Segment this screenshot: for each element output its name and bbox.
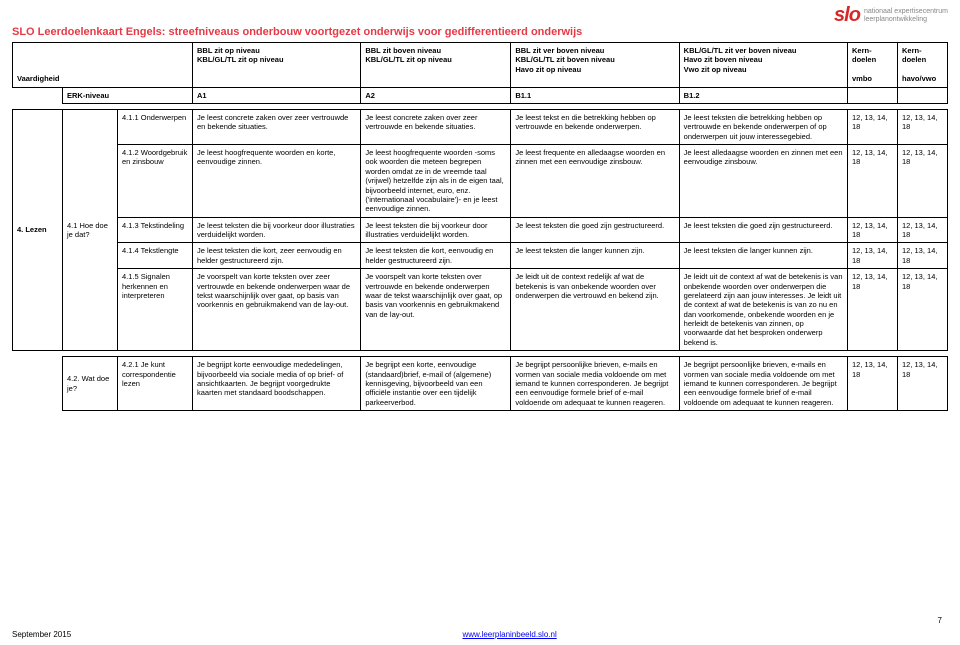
- sub-cell: 4.1.3 Tekstindeling: [118, 217, 193, 243]
- cell-n1: 12, 13, 14, 18: [848, 357, 898, 411]
- cell-n2: 12, 13, 14, 18: [898, 217, 948, 243]
- cell-a1: Je leest concrete zaken over zeer vertro…: [193, 109, 361, 144]
- erk-b11: B1.1: [511, 87, 679, 103]
- erk-label: ERK-niveau: [63, 87, 193, 103]
- logo: slo nationaal expertisecentrumleerplanon…: [834, 4, 948, 27]
- cell-n2: 12, 13, 14, 18: [898, 109, 948, 144]
- group-cell: 4.1 Hoe doe je dat?: [63, 109, 118, 350]
- cell-n2: 12, 13, 14, 18: [898, 269, 948, 351]
- cell-b12: Je leest alledaagse woorden en zinnen me…: [679, 145, 847, 218]
- table-row: 4.2. Wat doe je? 4.2.1 Je kunt correspon…: [13, 357, 948, 411]
- cell-n1: 12, 13, 14, 18: [848, 109, 898, 144]
- logo-tagline: nationaal expertisecentrumleerplanontwik…: [864, 8, 948, 23]
- footer: September 2015 www.leerplaninbeeld.slo.n…: [12, 630, 948, 639]
- cell-n1: 12, 13, 14, 18: [848, 217, 898, 243]
- cell-n1: 12, 13, 14, 18: [848, 269, 898, 351]
- footer-link[interactable]: www.leerplaninbeeld.slo.nl: [462, 630, 556, 639]
- sub-cell: 4.1.4 Tekstlengte: [118, 243, 193, 269]
- sub-cell: 4.1.5 Signalen herkennen en interpretere…: [118, 269, 193, 351]
- cell-b11: Je leest teksten die langer kunnen zijn.: [511, 243, 679, 269]
- page-number: 7: [938, 616, 942, 625]
- cell-n2: 12, 13, 14, 18: [898, 357, 948, 411]
- cell-n2: 12, 13, 14, 18: [898, 145, 948, 218]
- erk-a1: A1: [193, 87, 361, 103]
- cell-b11: Je leest tekst en die betrekking hebben …: [511, 109, 679, 144]
- cell-b11: Je leest teksten die goed zijn gestructu…: [511, 217, 679, 243]
- main-table: Vaardigheid BBL zit op niveau KBL/GL/TL …: [12, 42, 948, 411]
- table-row: 4.1.4 Tekstlengte Je leest teksten die k…: [13, 243, 948, 269]
- cell-a1: Je leest teksten die bij voorkeur door i…: [193, 217, 361, 243]
- header-row: Vaardigheid BBL zit op niveau KBL/GL/TL …: [13, 43, 948, 88]
- header-c5: Kern-doelen vmbo: [848, 43, 898, 88]
- header-c1: BBL zit op niveau KBL/GL/TL zit op nivea…: [193, 43, 361, 88]
- cell-b12: Je leest teksten die langer kunnen zijn.: [679, 243, 847, 269]
- header-c3: BBL zit ver boven niveau KBL/GL/TL zit b…: [511, 43, 679, 88]
- cell-b11: Je leest frequente en alledaagse woorden…: [511, 145, 679, 218]
- sub-cell: 4.1.2 Woordgebruik en zinsbouw: [118, 145, 193, 218]
- cell-a2: Je leest teksten die kort, eenvoudig en …: [361, 243, 511, 269]
- cell-n1: 12, 13, 14, 18: [848, 145, 898, 218]
- erk-row: ERK-niveau A1 A2 B1.1 B1.2: [13, 87, 948, 103]
- table-row: 4.1.5 Signalen herkennen en interpretere…: [13, 269, 948, 351]
- logo-mark: slo: [834, 4, 860, 27]
- table-row: 4. Lezen 4.1 Hoe doe je dat? 4.1.1 Onder…: [13, 109, 948, 144]
- cell-b12: Je begrijpt persoonlijke brieven, e-mail…: [679, 357, 847, 411]
- sub-cell: 4.2.1 Je kunt correspondentie lezen: [118, 357, 193, 411]
- header-c6: Kern-doelen havo/vwo: [898, 43, 948, 88]
- header-c2: BBL zit boven niveau KBL/GL/TL zit op ni…: [361, 43, 511, 88]
- cell-a1: Je leest hoogfrequente woorden en korte,…: [193, 145, 361, 218]
- cell-n1: 12, 13, 14, 18: [848, 243, 898, 269]
- header-c4: KBL/GL/TL zit ver boven niveau Havo zit …: [679, 43, 847, 88]
- cell-a1: Je leest teksten die kort, zeer eenvoudi…: [193, 243, 361, 269]
- cell-n2: 12, 13, 14, 18: [898, 243, 948, 269]
- cell-a1: Je begrijpt korte eenvoudige mededelinge…: [193, 357, 361, 411]
- cell-a2: Je begrijpt een korte, eenvoudige (stand…: [361, 357, 511, 411]
- vaardigheid-cell: 4. Lezen: [13, 109, 63, 350]
- footer-date: September 2015: [12, 630, 71, 639]
- cell-a2: Je leest hoogfrequente woorden -soms ook…: [361, 145, 511, 218]
- table-row: 4.1.2 Woordgebruik en zinsbouw Je leest …: [13, 145, 948, 218]
- group-cell: 4.2. Wat doe je?: [63, 357, 118, 411]
- cell-b12: Je leest teksten die goed zijn gestructu…: [679, 217, 847, 243]
- cell-a2: Je leest concrete zaken over zeer vertro…: [361, 109, 511, 144]
- page-title: SLO Leerdoelenkaart Engels: streefniveau…: [12, 26, 948, 38]
- cell-b11: Je begrijpt persoonlijke brieven, e-mail…: [511, 357, 679, 411]
- cell-b11: Je leidt uit de context redelijk af wat …: [511, 269, 679, 351]
- header-vaardigheid: Vaardigheid: [13, 43, 193, 88]
- sub-cell: 4.1.1 Onderwerpen: [118, 109, 193, 144]
- cell-a1: Je voorspelt van korte teksten over zeer…: [193, 269, 361, 351]
- cell-b12: Je leest teksten die betrekking hebben o…: [679, 109, 847, 144]
- erk-b12: B1.2: [679, 87, 847, 103]
- cell-a2: Je voorspelt van korte teksten over vert…: [361, 269, 511, 351]
- cell-b12: Je leidt uit de context af wat de beteke…: [679, 269, 847, 351]
- table-row: 4.1.3 Tekstindeling Je leest teksten die…: [13, 217, 948, 243]
- cell-a2: Je leest teksten die bij voorkeur door i…: [361, 217, 511, 243]
- erk-a2: A2: [361, 87, 511, 103]
